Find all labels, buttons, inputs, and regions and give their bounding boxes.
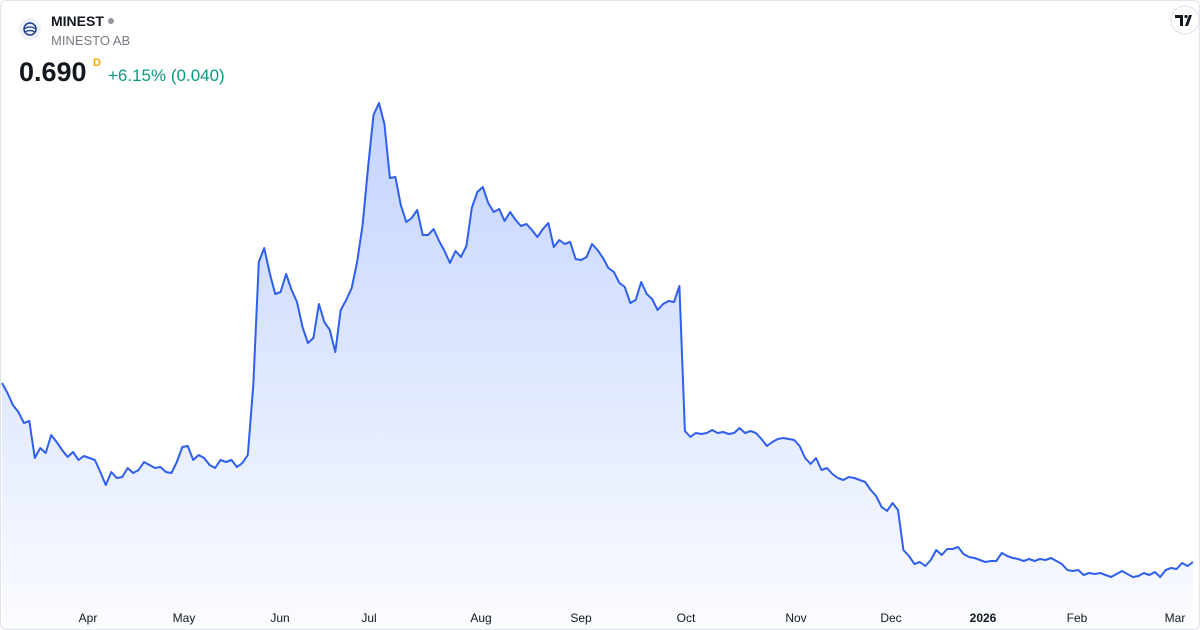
price: 0.690 bbox=[19, 57, 87, 87]
interval: D bbox=[93, 57, 101, 69]
symbol: MINEST bbox=[51, 13, 104, 29]
x-axis-label: Oct bbox=[677, 611, 696, 625]
x-axis-label: Jul bbox=[361, 611, 376, 625]
change: +6.15% (0.040) bbox=[108, 66, 225, 85]
x-axis-label: Nov bbox=[785, 611, 806, 625]
x-axis-label: Apr bbox=[79, 611, 98, 625]
x-axis-label: Jun bbox=[270, 611, 289, 625]
x-axis-label: Aug bbox=[470, 611, 491, 625]
status-dot bbox=[108, 18, 114, 24]
x-axis-label: Sep bbox=[570, 611, 592, 625]
x-axis-label: May bbox=[173, 611, 196, 625]
logo bbox=[19, 18, 41, 40]
x-axis-label: 2026 bbox=[970, 611, 997, 625]
x-axis-label: Dec bbox=[880, 611, 901, 625]
plot bbox=[1, 102, 1194, 629]
x-axis-label: Feb bbox=[1067, 611, 1088, 625]
area bbox=[2, 103, 1193, 629]
x-axis-label: Mar bbox=[1165, 611, 1186, 625]
company-name: MINESTO AB bbox=[51, 33, 130, 48]
price-line bbox=[1, 102, 1194, 578]
brand-logo bbox=[1170, 5, 1200, 35]
